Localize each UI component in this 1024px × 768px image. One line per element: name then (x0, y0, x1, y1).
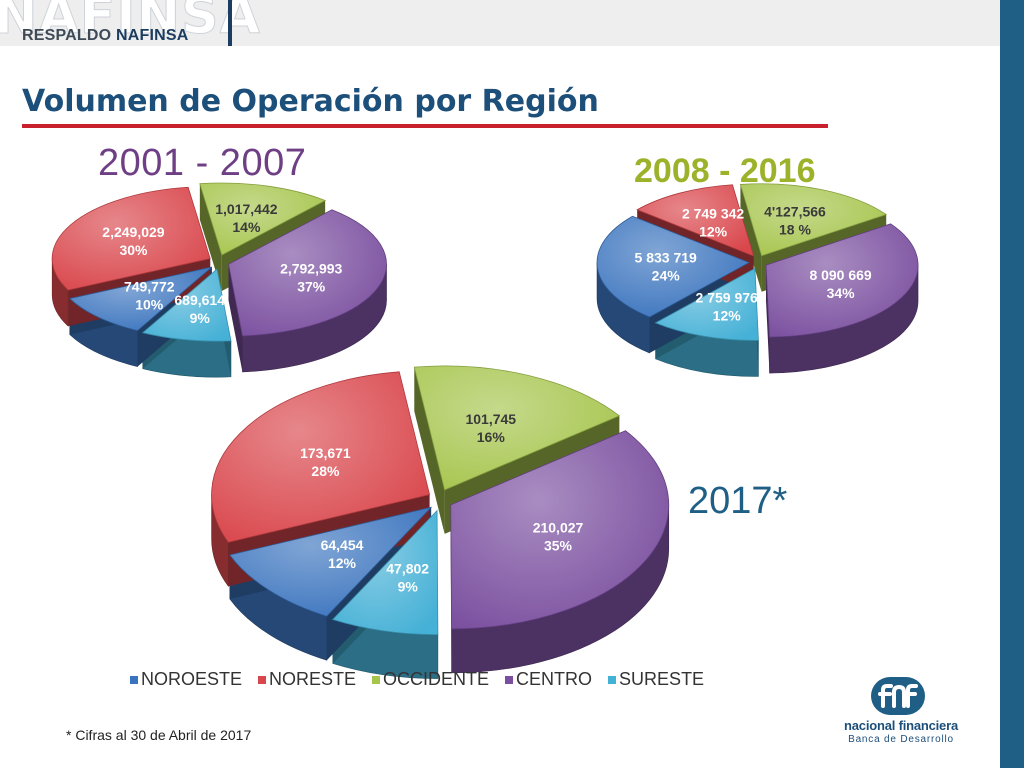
pie-slice-centro (765, 223, 919, 338)
legend-item-noreste: NORESTE (258, 669, 356, 690)
legend-item-noroeste: NOROESTE (130, 669, 242, 690)
legend-item-sureste: SURESTE (608, 669, 704, 690)
slice-value-label-centro: 8 090 669 (809, 267, 871, 283)
chart-legend: NOROESTE NORESTE OCCIDENTE CENTRO SUREST… (130, 669, 704, 690)
slice-percent-label-centro: 34% (827, 285, 856, 301)
header-band (0, 0, 1000, 46)
legend-label-noreste: NORESTE (269, 669, 357, 689)
slice-value-label-noroeste: 749,772 (124, 279, 175, 295)
title-underline (22, 124, 828, 128)
pie-edge-occidente (414, 367, 445, 534)
legend-label-noroeste: NOROESTE (141, 669, 243, 689)
slice-value-label-centro: 2,792,993 (280, 260, 342, 276)
slice-percent-label-occidente: 14% (232, 219, 261, 235)
chart-title-2017: 2017* (688, 480, 788, 522)
legend-item-centro: CENTRO (505, 669, 592, 690)
legend-label-occidente: OCCIDENTE (383, 669, 490, 689)
slice-percent-label-noroeste: 24% (652, 268, 681, 284)
pie-edge-centro (766, 265, 770, 374)
slice-percent-label-occidente: 16% (477, 429, 506, 445)
slice-value-label-sureste: 2 759 976 (696, 290, 758, 306)
slice-percent-label-centro: 37% (297, 278, 326, 294)
pie-slice-noroeste (229, 506, 433, 617)
right-accent-bar (1000, 0, 1024, 768)
slice-percent-label-noroeste: 10% (135, 297, 164, 313)
nacional-financiera-logo: nacional financiera Banca de Desarrollo (826, 676, 976, 746)
pie-chart-2001-2007: 1,017,442 14% 2,792,993 37% 689,614 9% 749,772… (51, 182, 387, 378)
logo-subtitle: Banca de Desarrollo (848, 734, 954, 745)
legend-swatch-occidente (372, 675, 381, 684)
pie-slice-noreste (51, 186, 211, 291)
brand-divider (228, 0, 232, 46)
legend-label-sureste: SURESTE (619, 669, 705, 689)
pie-slice-noreste (636, 184, 755, 257)
slice-value-label-sureste: 689,614 (174, 292, 225, 308)
slice-value-label-noroeste: 64,454 (321, 537, 364, 553)
chart-title-2008-2016: 2008 - 2016 (634, 152, 816, 190)
slice-percent-label-sureste: 9% (398, 579, 419, 595)
page-title: Volumen de Operación por Región (22, 84, 599, 119)
pie-slice-occidente (199, 182, 327, 256)
pie-slice-noroeste (596, 215, 750, 318)
pie-slice-noroeste (68, 266, 213, 332)
logo-name: nacional financiera (844, 718, 958, 733)
slice-value-label-occidente: 101,745 (465, 411, 516, 427)
slice-value-label-noroeste: 5 833 719 (635, 250, 697, 266)
pie-slice-sureste (141, 268, 232, 342)
legend-label-centro: CENTRO (516, 669, 593, 689)
slice-percent-label-noreste: 12% (699, 223, 728, 239)
slice-value-label-occidente: 1,017,442 (215, 201, 277, 217)
pie-charts: 1,017,442 14% 2,792,993 37% 689,614 9% 749,772… (51, 182, 919, 679)
slice-value-label-centro: 210,027 (533, 519, 584, 535)
slice-value-label-noreste: 173,671 (300, 445, 351, 461)
pie-slice-centro (450, 430, 670, 630)
brand-tagline-name: NAFINSA (115, 27, 189, 44)
legend-swatch-noreste (258, 675, 267, 684)
slice-value-label-sureste: 47,802 (386, 561, 429, 577)
slice-percent-label-noroeste: 12% (328, 555, 357, 571)
nf-logo-icon (871, 677, 925, 715)
pie-slice-occidente (413, 365, 621, 491)
legend-swatch-noroeste (130, 675, 138, 684)
legend-swatch-sureste (608, 675, 617, 684)
brand-tagline: RESPALDO NAFINSA (22, 27, 188, 45)
slice-percent-label-noreste: 30% (119, 242, 148, 258)
pie-slice-occidente (739, 183, 888, 257)
slice-percent-label-sureste: 9% (190, 310, 211, 326)
pie-edge-occidente (199, 183, 222, 292)
legend-item-occidente: OCCIDENTE (372, 669, 489, 690)
pie-edge-occidente (740, 184, 762, 292)
footnote: * Cifras al 30 de Abril de 2017 (66, 727, 252, 743)
pie-chart-2017: 101,745 16% 210,027 35% 47,802 9% 64,454 12% 173… (211, 365, 670, 679)
slice-percent-label-sureste: 12% (713, 308, 742, 324)
legend-swatch-centro (505, 675, 514, 684)
pie-slice-sureste (654, 267, 759, 341)
pie-edge-centro (228, 264, 243, 372)
pie-slice-sureste (332, 509, 439, 635)
slice-percent-label-occidente: 18 % (779, 221, 811, 237)
slice-percent-label-centro: 35% (544, 537, 573, 553)
brand-watermark: NAFINSA (0, 0, 261, 47)
slice-value-label-occidente: 4'127,566 (764, 203, 826, 219)
slice-value-label-noreste: 2,249,029 (102, 224, 164, 240)
pie-slice-noreste (211, 371, 431, 543)
brand-tagline-prefix: RESPALDO (22, 27, 112, 44)
pie-slice-centro (228, 209, 387, 337)
slice-value-label-noreste: 2 749 342 (682, 205, 744, 221)
slice-percent-label-noreste: 28% (311, 463, 340, 479)
chart-title-2001-2007: 2001 - 2007 (98, 142, 307, 184)
